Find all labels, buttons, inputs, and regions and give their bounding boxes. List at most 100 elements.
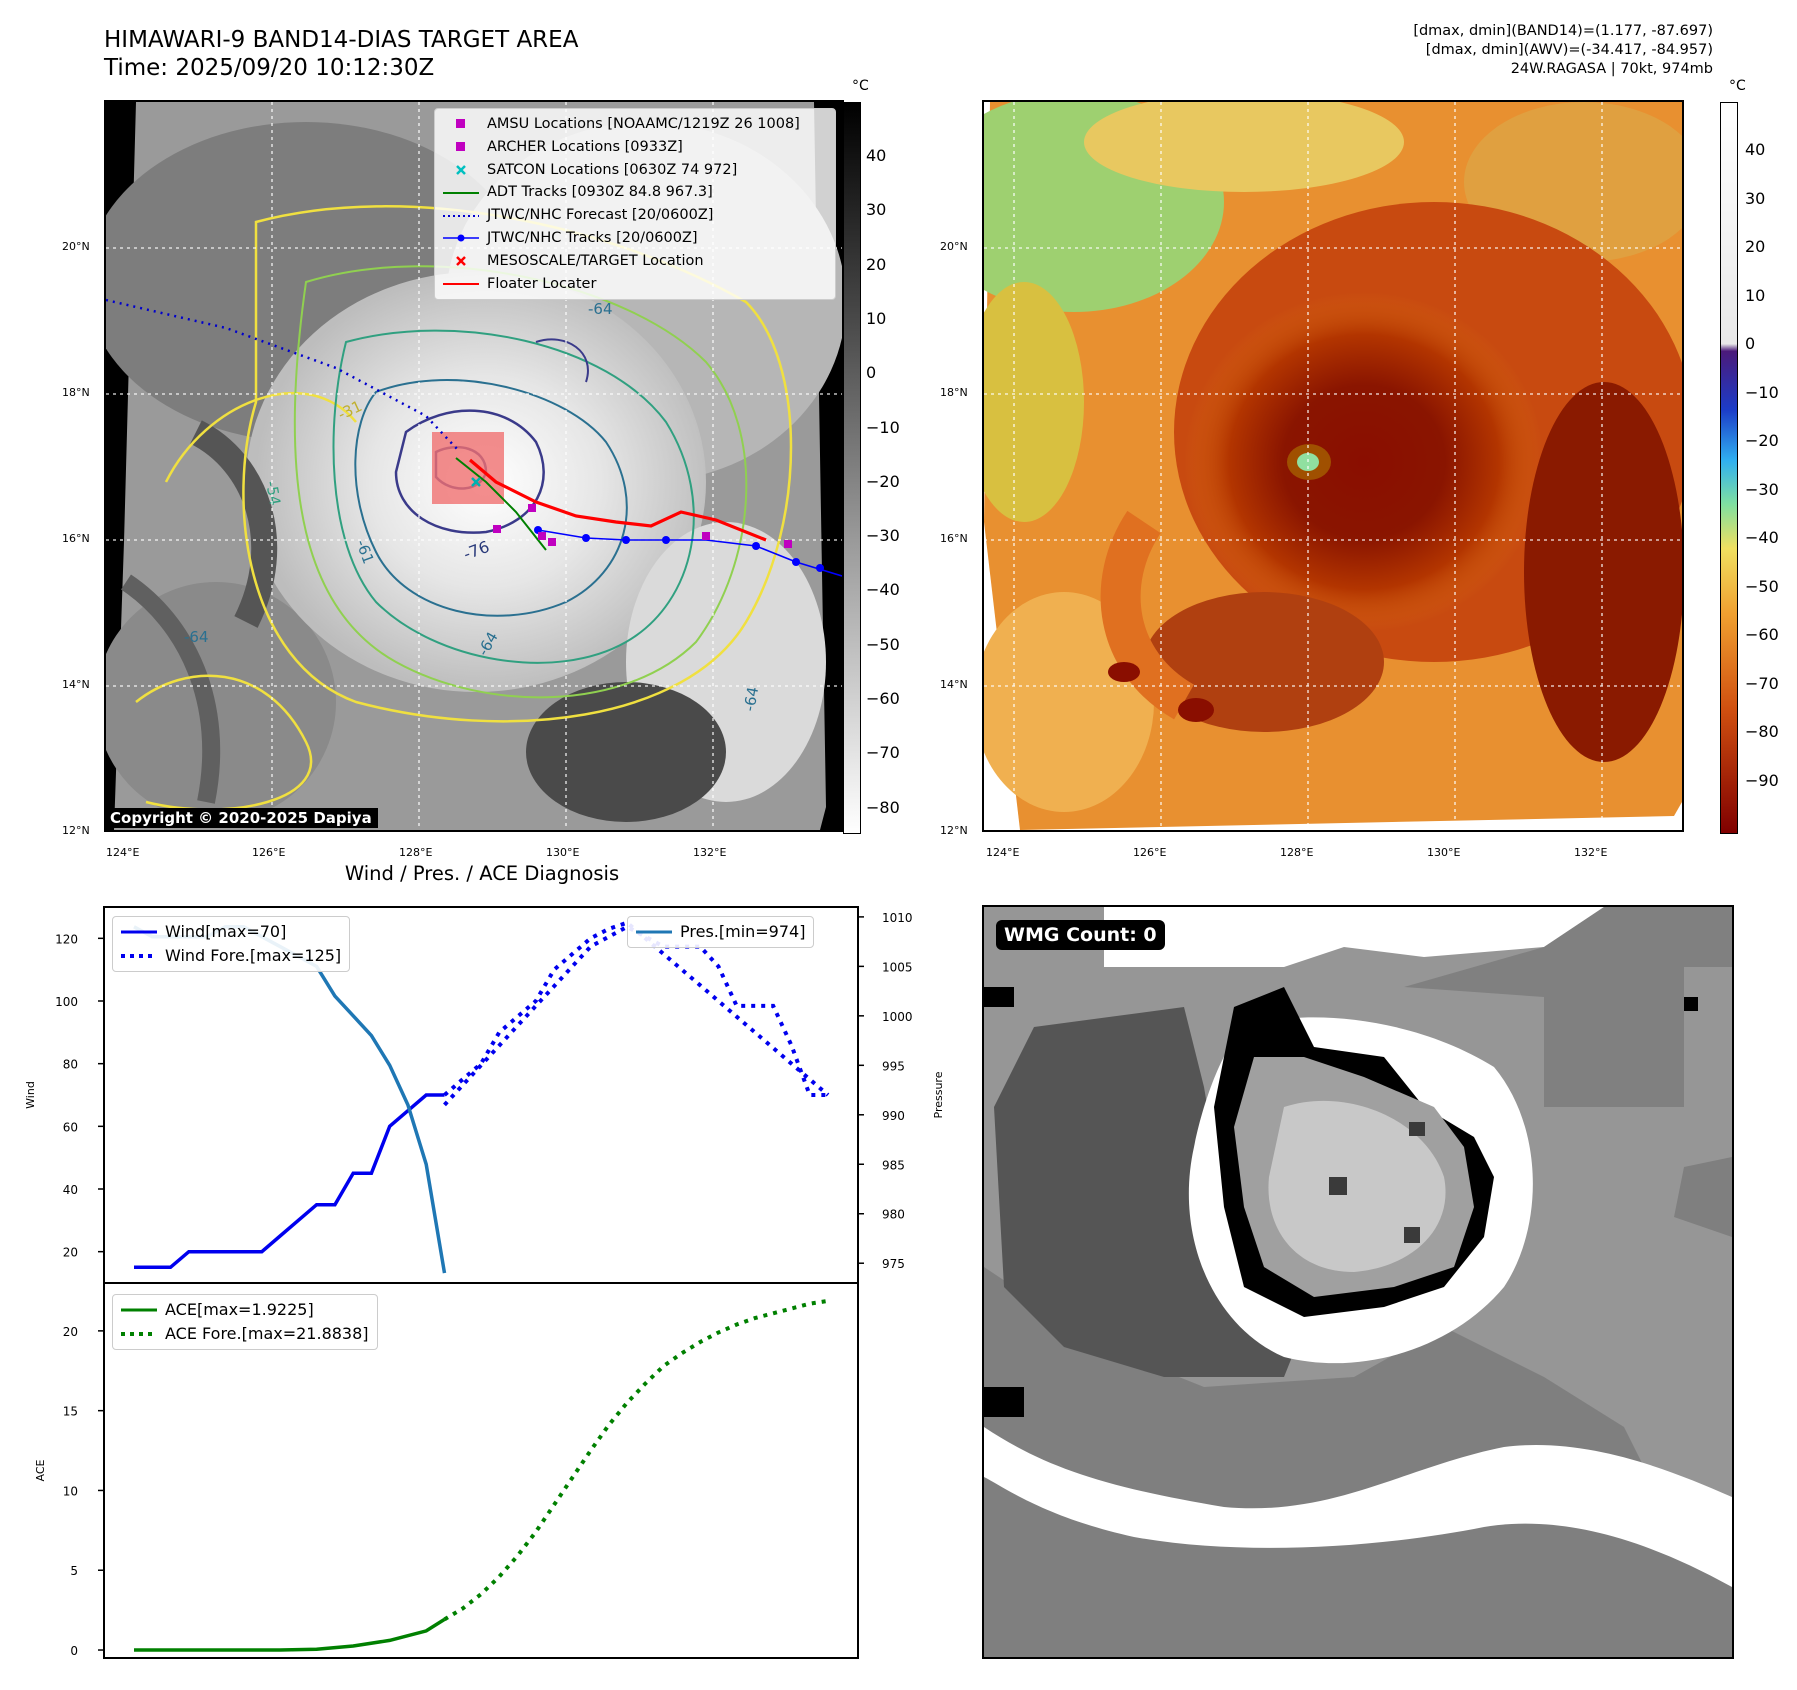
y-right-tick-label: 1005 (882, 960, 913, 974)
lon-label: 126°E (1133, 846, 1167, 859)
legend-label: JTWC/NHC Tracks [20/0600Z] (487, 229, 698, 246)
lat-label: 18°N (940, 386, 968, 399)
line-icon (121, 1305, 157, 1315)
lon-label: 130°E (546, 846, 580, 859)
legend-item: Wind Fore.[max=125] (121, 944, 341, 968)
y-right-tick-label: 985 (882, 1158, 905, 1172)
legend-label: MESOSCALE/TARGET Location (487, 252, 704, 269)
pressure-legend: Pres.[min=974] (627, 916, 815, 948)
awv-map (982, 100, 1684, 832)
colorbar-tick-label: −80 (866, 797, 900, 817)
legend-item: MESOSCALE/TARGET Location (443, 250, 827, 273)
y-tick-label: 0 (70, 1644, 78, 1658)
contour-label: -64 (588, 300, 613, 318)
y-right-tick-label: 1010 (882, 911, 913, 925)
legend-item: Floater Locater (443, 273, 827, 296)
y-tick-label: 20 (63, 1325, 78, 1339)
colorbar-tick-label: −60 (866, 689, 900, 708)
legend-item: JTWC/NHC Forecast [20/0600Z] (443, 204, 827, 227)
pressure-axis-label: Pressure (932, 1071, 945, 1118)
lat-label: 16°N (940, 532, 968, 545)
y-right-tick-label: 995 (882, 1059, 905, 1073)
lat-label: 14°N (940, 678, 968, 691)
lon-label: 132°E (1574, 846, 1608, 859)
legend-label: Pres.[min=974] (680, 922, 806, 941)
y-tick-label: 60 (63, 1120, 78, 1134)
legend-item: JTWC/NHC Tracks [20/0600Z] (443, 227, 827, 250)
y-right-tick-label: 980 (882, 1208, 905, 1222)
contour-label: -64 (740, 685, 762, 712)
lat-label: 20°N (62, 240, 90, 253)
line-dot-icon (443, 233, 479, 243)
colorbar-tick-label: 20 (1745, 237, 1766, 256)
lon-label: 128°E (399, 846, 433, 859)
stats-line-3: 24W.RAGASA | 70kt, 974mb (1510, 61, 1713, 77)
chart-title: Wind / Pres. / ACE Diagnosis (344, 862, 620, 885)
wind-forecast-line (443, 920, 830, 1097)
lat-label: 16°N (62, 532, 90, 545)
ace-axis-label: ACE (34, 1459, 47, 1481)
lon-label: 130°E (1427, 846, 1461, 859)
lon-label: 126°E (252, 846, 286, 859)
figure-stats: [dmax, dmin](BAND14)=(1.177, -87.697) [dm… (1413, 22, 1713, 79)
line-icon (636, 927, 672, 937)
colorbar-tick-label: 30 (866, 200, 887, 220)
x-marker-icon (443, 164, 479, 176)
y-tick-label: 120 (55, 932, 78, 946)
colorbar-tick-label: −60 (1745, 625, 1779, 644)
wind-axis-label: Wind (24, 1081, 37, 1109)
colorbar-tick-label: −10 (1745, 382, 1779, 402)
colorbar-tick-label: −50 (1745, 576, 1779, 596)
ace-forecast-line (443, 1298, 829, 1622)
lon-label: 124°E (986, 846, 1020, 859)
y-tick-label: 100 (55, 995, 78, 1009)
dotted-line-icon (121, 951, 157, 961)
colorbar-tick-label: 0 (866, 363, 877, 383)
dotted-line-icon (443, 211, 479, 221)
colorbar-tick-label: −30 (1745, 479, 1779, 499)
y-tick-label: 10 (63, 1484, 78, 1498)
contour-label: -64 (184, 628, 209, 646)
y-tick-label: 15 (63, 1405, 78, 1419)
legend-item: ACE Fore.[max=21.8838] (121, 1322, 369, 1346)
band14-colorbar (843, 102, 861, 834)
colorbar-tick-label: 10 (1745, 285, 1766, 305)
lat-label: 18°N (62, 386, 90, 399)
square-marker-icon (443, 118, 479, 130)
legend-item: AMSU Locations [NOAAMC/1219Z 26 1008] (443, 113, 827, 136)
colorbar-tick-label: −80 (1745, 722, 1779, 741)
colorbar-tick-label: 30 (1745, 188, 1766, 208)
ace-line (134, 1617, 446, 1652)
legend-label: ACE Fore.[max=21.8838] (165, 1324, 369, 1343)
colorbar-tick-label: 40 (1745, 140, 1766, 159)
stats-line-1: [dmax, dmin](BAND14)=(1.177, -87.697) (1413, 23, 1713, 39)
colorbar-tick-label: −70 (1745, 673, 1779, 693)
map-legend: AMSU Locations [NOAAMC/1219Z 26 1008] AR… (434, 108, 836, 301)
pressure-line (133, 925, 447, 1274)
lat-label: 12°N (62, 824, 90, 837)
lon-label: 132°E (693, 846, 727, 859)
legend-label: Wind[max=70] (165, 922, 287, 941)
colorbar-tick-label: −10 (866, 417, 900, 437)
dotted-line-icon (121, 1329, 157, 1339)
lon-label: 128°E (1280, 846, 1314, 859)
wmg-image (984, 907, 1732, 1657)
wind-line (134, 1093, 445, 1270)
colorbar-tick-label: 40 (866, 146, 887, 165)
legend-label: Floater Locater (487, 275, 597, 292)
lat-label: 20°N (940, 240, 968, 253)
legend-label: SATCON Locations [0630Z 74 972] (487, 161, 738, 178)
wmg-count-badge: WMG Count: 0 (996, 920, 1165, 950)
awv-map-image (984, 102, 1682, 830)
line-icon (121, 927, 157, 937)
colorbar-tick-label: 10 (866, 308, 887, 328)
legend-label: ACE[max=1.9225] (165, 1300, 314, 1319)
colorbar-tick-label: −70 (866, 743, 900, 763)
figure-title: HIMAWARI-9 BAND14-DIAS TARGET AREA Time: … (104, 26, 578, 82)
colorbar-tick-label: −20 (866, 471, 900, 491)
copyright-label: Copyright © 2020-2025 Dapiya (104, 808, 378, 828)
stats-line-2: [dmax, dmin](AWV)=(-34.417, -84.957) (1425, 42, 1713, 58)
colorbar-tick-label: −90 (1745, 770, 1779, 790)
diagnosis-chart: 2040608010012097598098599099510001005101… (24, 906, 945, 1659)
y-right-tick-label: 1000 (882, 1010, 913, 1024)
